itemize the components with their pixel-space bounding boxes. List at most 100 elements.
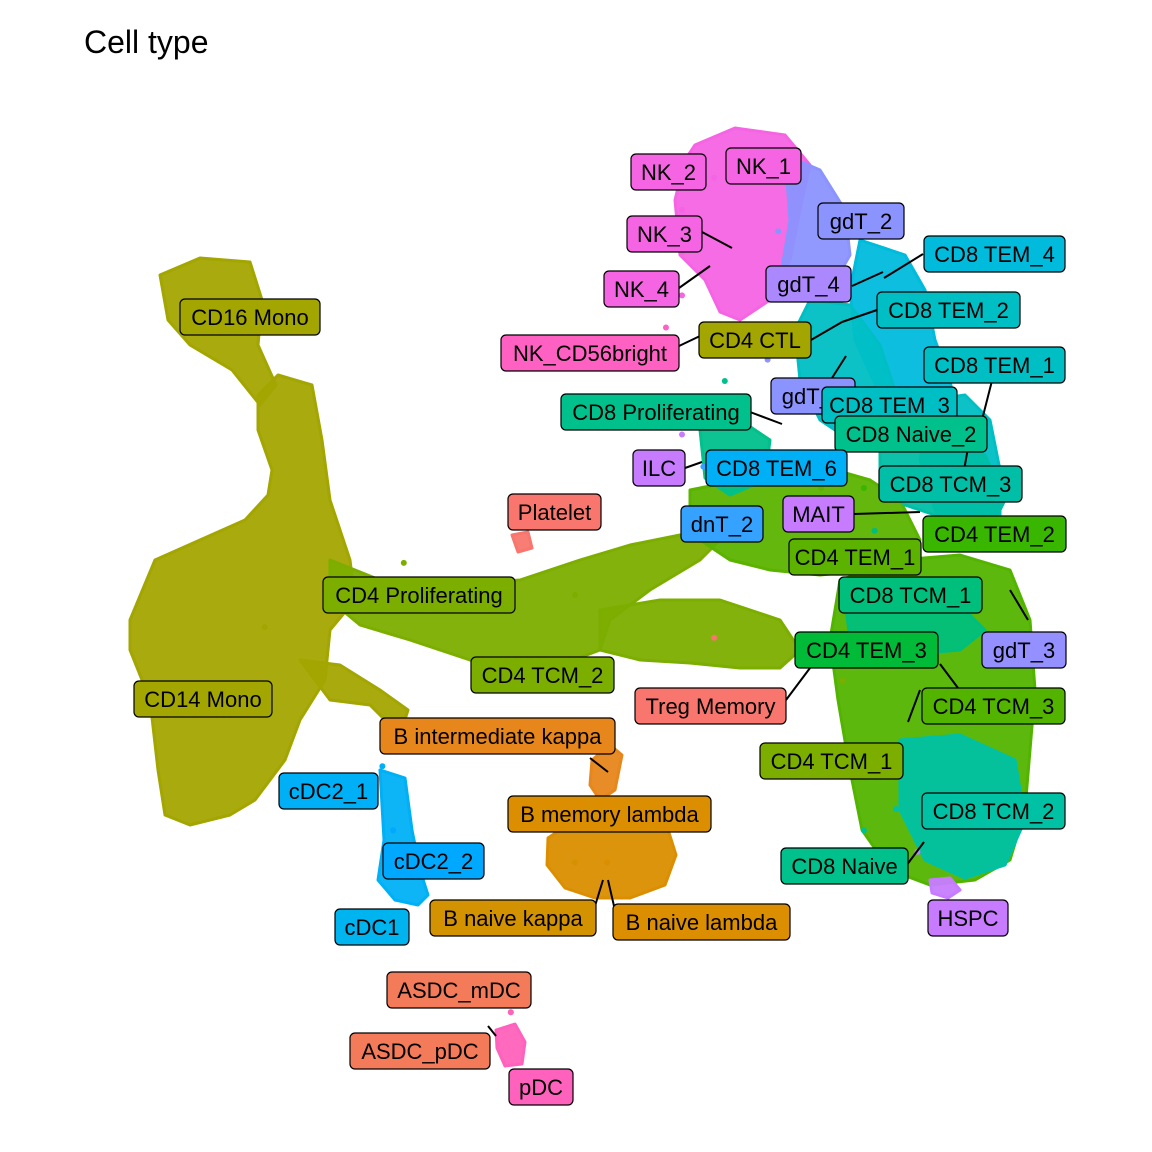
cluster-label-gdt-4: gdT_4: [765, 265, 852, 303]
cluster-label-cd16-mono: CD16 Mono: [179, 298, 321, 336]
leader-line: [905, 841, 925, 867]
cluster-label-box: [507, 493, 602, 531]
cluster-label-text: ASDC_pDC: [361, 1039, 478, 1064]
cluster-label-box: [612, 903, 791, 941]
cluster-label-cd8-tem-4: CD8 TEM_4: [923, 235, 1066, 273]
leader-line: [851, 271, 884, 287]
cluster-label-text: ASDC_mDC: [397, 978, 521, 1003]
cluster-label-nk-4: NK_4: [603, 270, 680, 308]
cluster-point-nk-cd56bright: [662, 324, 669, 331]
cluster-label-text: CD8 Proliferating: [572, 400, 740, 425]
cluster-label-box: [680, 505, 764, 543]
cluster-label-gdt-2: gdT_2: [817, 202, 905, 240]
cluster-label-text: CD14 Mono: [144, 687, 261, 712]
cluster-label-box: [179, 298, 321, 336]
cluster-label-box: [765, 265, 852, 303]
cluster-cloud-cd4-tcm-2: [598, 598, 802, 670]
cluster-label-cd8-tcm-1: CD8 TCM_1: [838, 576, 983, 614]
cluster-cloud-cdc2-1: [376, 768, 430, 907]
cluster-point-pdc: [507, 1009, 514, 1016]
cluster-label-cd8-tem-2: CD8 TEM_2: [876, 291, 1021, 329]
cluster-label-nk-2: NK_2: [630, 153, 707, 191]
cluster-point-cd8-tcm-2: [893, 806, 899, 812]
cluster-label-box: [705, 449, 848, 487]
cluster-label-box: [725, 147, 802, 185]
cluster-cloud-platelet: [510, 530, 534, 554]
cluster-label-box: [921, 792, 1066, 830]
cluster-label-pdc: pDC: [508, 1068, 574, 1106]
cluster-point-cd8-tem-1: [882, 367, 889, 374]
leader-line: [607, 879, 615, 907]
cluster-label-box: [878, 465, 1023, 503]
cluster-label-text: NK_1: [736, 154, 791, 179]
leader-line: [678, 335, 701, 347]
cluster-label-asdc-mdc: ASDC_mDC: [386, 971, 532, 1009]
cluster-label-box: [632, 449, 686, 487]
leader-line: [1009, 589, 1029, 621]
cluster-label-text: dnT_2: [691, 512, 753, 537]
cluster-label-text: CD8 Naive: [791, 854, 897, 879]
cluster-label-box: [634, 687, 787, 725]
cluster-label-box: [349, 1032, 491, 1070]
cluster-point-gdt-2: [775, 228, 782, 235]
cluster-point-b-naive-kappa: [572, 859, 578, 866]
cluster-label-b-naive-kappa: B naive kappa: [429, 899, 597, 937]
cluster-label-text: CD4 Proliferating: [335, 583, 503, 608]
leader-line: [853, 511, 921, 515]
cluster-label-text: cDC2_1: [289, 779, 368, 804]
cluster-label-text: CD8 TEM_4: [934, 242, 1055, 267]
cluster-label-asdc-pdc: ASDC_pDC: [349, 1032, 491, 1070]
leader-line: [810, 321, 843, 341]
cluster-label-text: NK_2: [641, 160, 696, 185]
leader-line: [883, 253, 924, 279]
leader-line: [684, 461, 703, 469]
cluster-label-box: [876, 291, 1021, 329]
cluster-label-text: B intermediate kappa: [394, 724, 603, 749]
cluster-label-text: CD4 TCM_3: [933, 694, 1055, 719]
cluster-point-cd8-proliferating: [721, 378, 728, 384]
cluster-label-box: [379, 717, 616, 755]
cluster-label-text: ILC: [642, 456, 676, 481]
cluster-label-box: [334, 908, 410, 946]
cluster-point-cdc2-1: [379, 763, 386, 770]
cluster-label-gdt-3: gdT_3: [981, 631, 1067, 669]
cluster-label-box: [508, 1068, 574, 1106]
cluster-label-b-intermediate-kappa: B intermediate kappa: [379, 717, 616, 755]
cluster-label-text: B memory lambda: [520, 802, 699, 827]
cluster-label-cd4-proliferating: CD4 Proliferating: [322, 576, 516, 614]
cluster-label-box: [322, 576, 516, 614]
cluster-label-box: [780, 847, 909, 885]
cluster-label-cdc2-2: cDC2_2: [382, 842, 485, 880]
cluster-label-treg-memory: Treg Memory: [634, 687, 787, 725]
cluster-label-box: [922, 515, 1067, 553]
cluster-label-cd8-proliferating: CD8 Proliferating: [560, 393, 752, 431]
cluster-label-hspc: HSPC: [927, 899, 1009, 937]
cluster-label-ilc: ILC: [632, 449, 686, 487]
cluster-labels: CD16 Mono CD14 Mono NK_1 NK_2 NK_3 NK_4 NK_CD5…: [133, 147, 1067, 1106]
cluster-label-box: [470, 656, 615, 694]
cluster-point-b-naive-lambda: [604, 859, 611, 866]
cluster-label-text: Treg Memory: [646, 694, 776, 719]
cluster-cloud-pdc: [494, 1022, 527, 1068]
leader-line: [831, 355, 847, 379]
cluster-label-text: CD8 TEM_2: [888, 298, 1009, 323]
cluster-label-b-memory-lambda: B memory lambda: [507, 795, 712, 833]
cluster-cloud-cd14-mono: [128, 373, 357, 827]
cluster-label-box: [626, 215, 703, 253]
cluster-label-box: [838, 576, 983, 614]
cluster-point-dnt-2: [700, 463, 707, 470]
cluster-label-box: [923, 235, 1066, 273]
cluster-label-nk-cd56bright: NK_CD56bright: [500, 334, 680, 372]
cluster-point-treg-memory: [711, 634, 718, 641]
chart-title: Cell type: [84, 24, 209, 60]
cluster-label-text: CD8 TEM_3: [829, 393, 950, 418]
cluster-label-cd8-naive-2: CD8 Naive_2: [834, 415, 988, 453]
cluster-point-ilc: [679, 431, 685, 438]
leader-line: [678, 265, 711, 289]
cluster-label-b-naive-lambda: B naive lambda: [612, 903, 791, 941]
leader-line: [785, 667, 811, 701]
cluster-cloud-hspc: [928, 876, 962, 900]
cluster-point-cd4-tem-2: [860, 485, 867, 491]
cluster-point-nk-4: [679, 292, 685, 299]
cluster-label-cd4-tcm-2: CD4 TCM_2: [470, 656, 615, 694]
